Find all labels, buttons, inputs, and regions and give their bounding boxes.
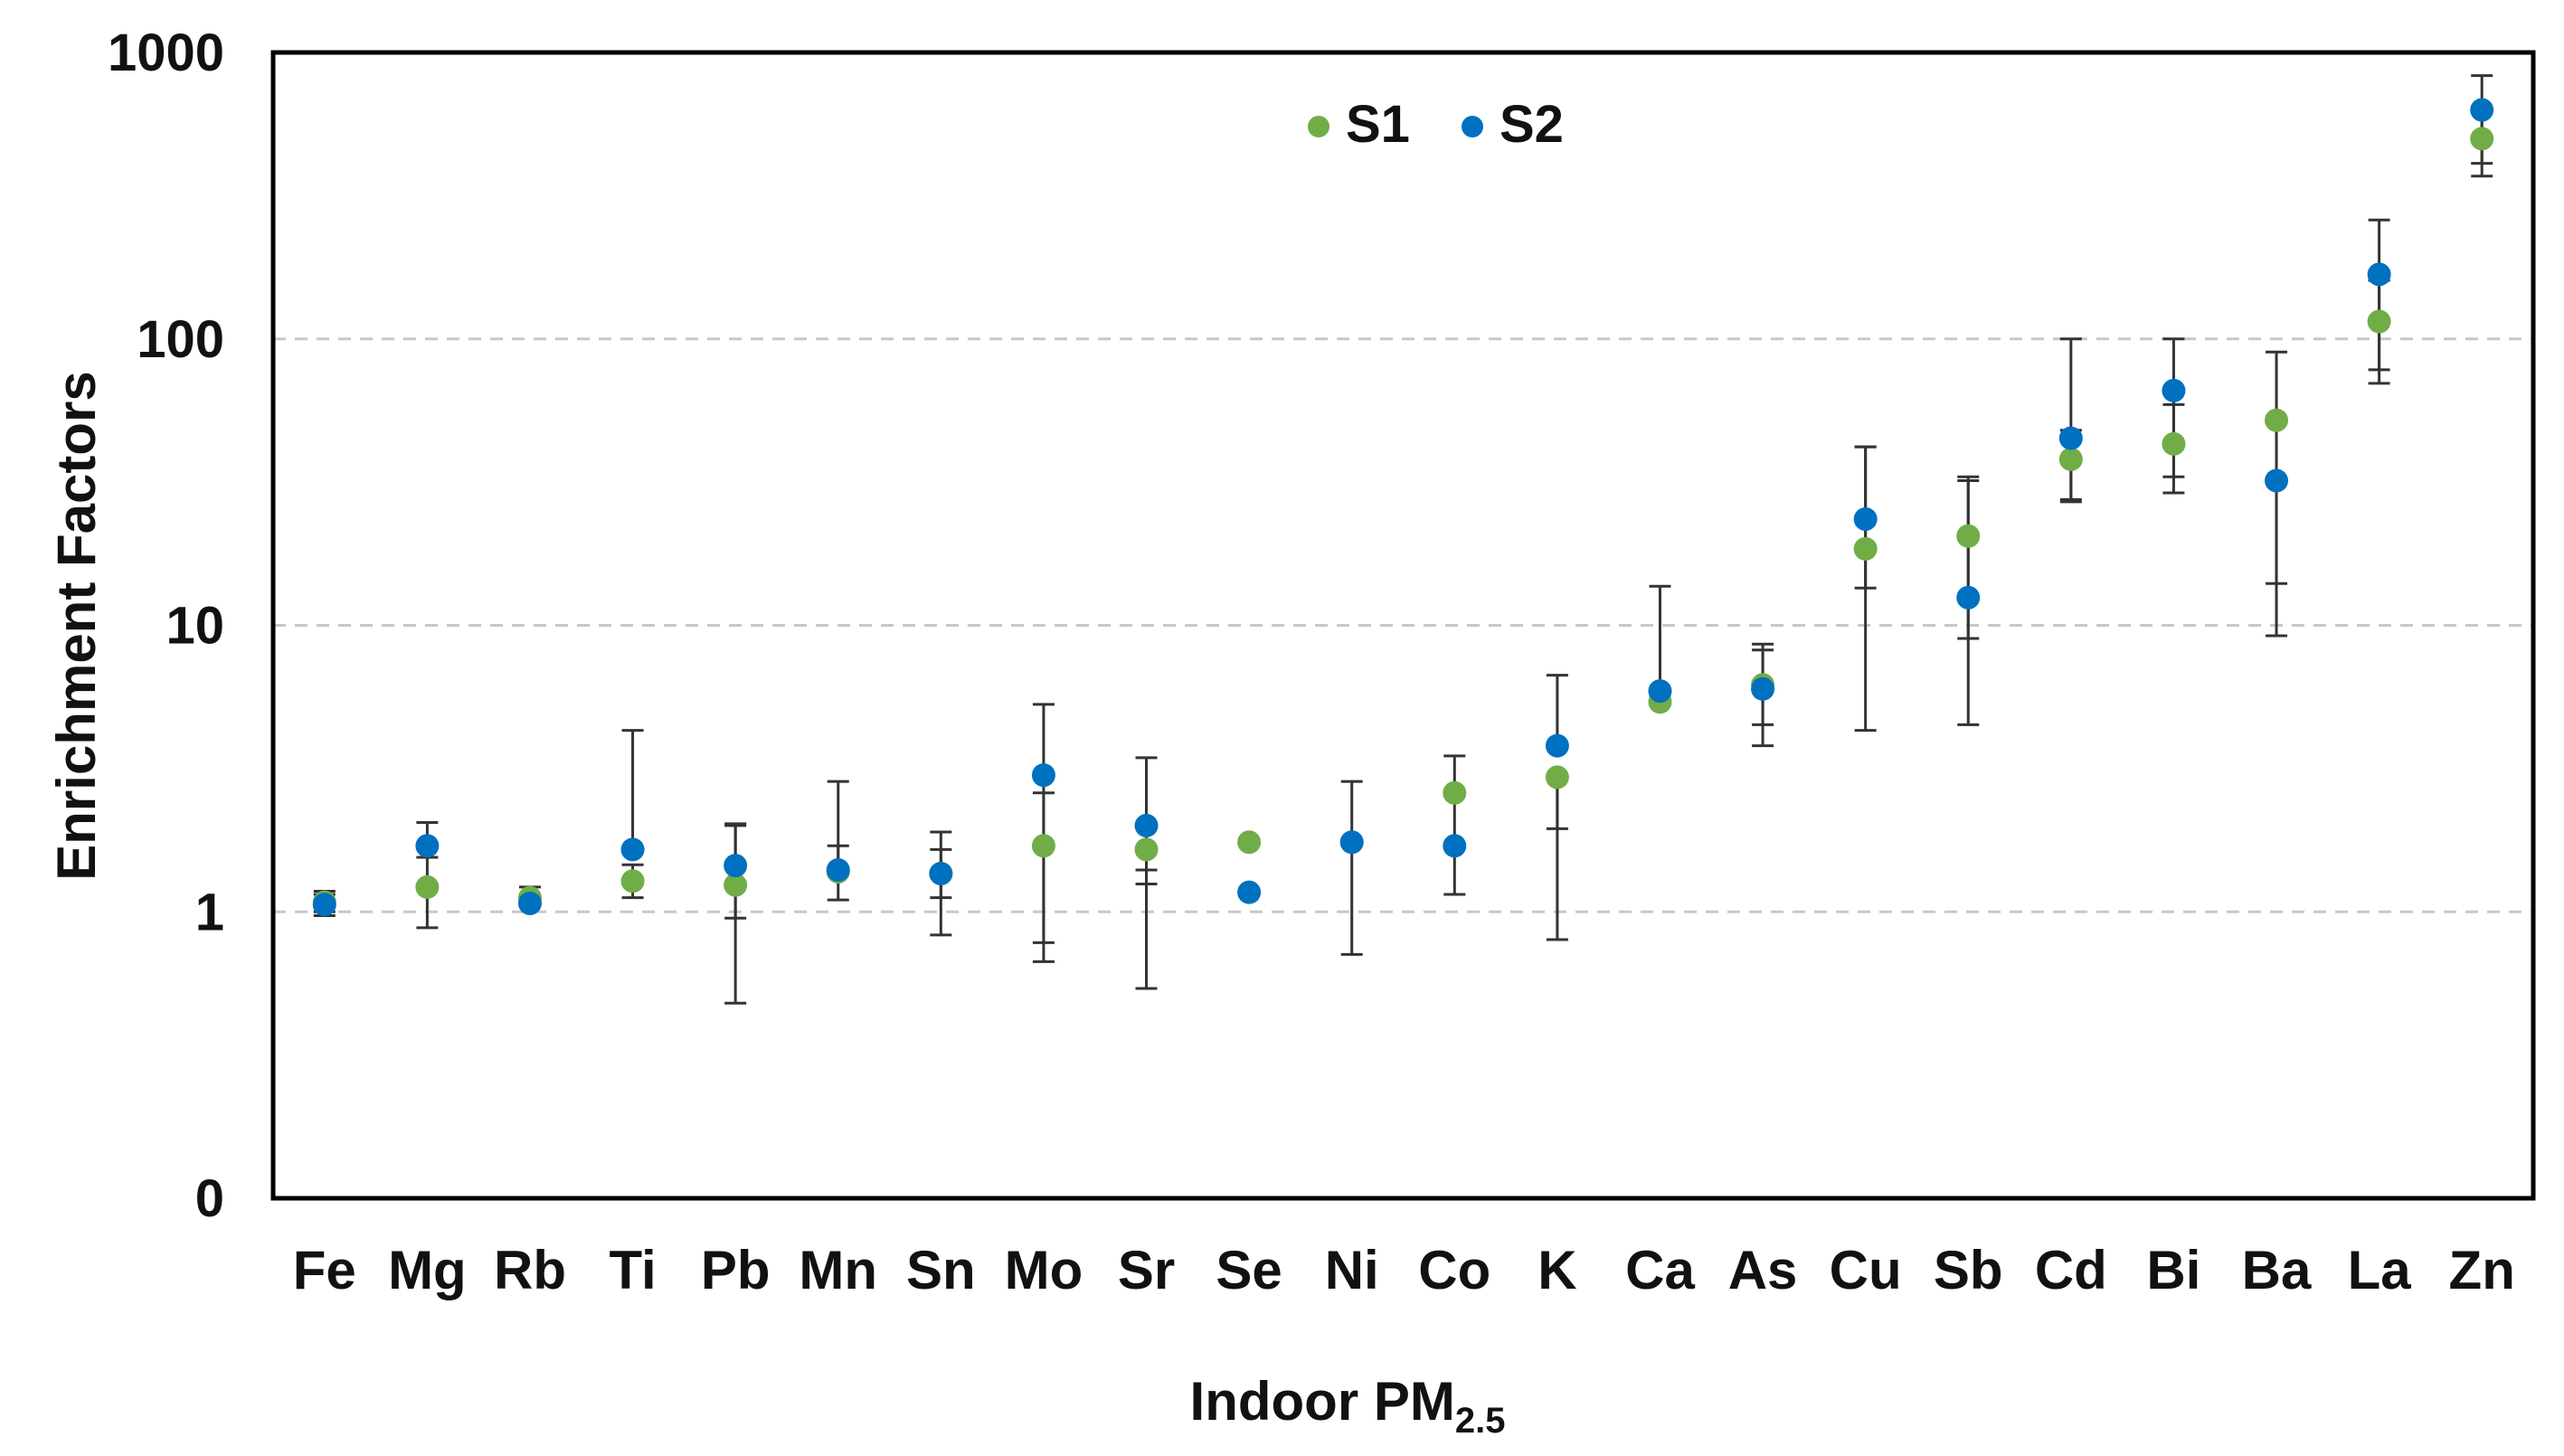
- y-tick-label: 100: [137, 310, 224, 369]
- x-tick-label: Sr: [1118, 1240, 1175, 1300]
- x-tick-label: Mo: [1005, 1240, 1083, 1300]
- gridlines: [273, 337, 2533, 913]
- point-s1-ba: [2265, 408, 2289, 432]
- x-axis-title-main: Indoor PM: [1190, 1371, 1455, 1432]
- y-axis-title: Enrichment Factors: [46, 371, 107, 880]
- point-s2-zn: [2470, 98, 2494, 122]
- x-tick-label: Ca: [1625, 1240, 1695, 1300]
- point-s1-pb: [724, 873, 748, 897]
- point-s2-ni: [1339, 830, 1364, 855]
- point-s2-sb: [1956, 585, 1981, 610]
- point-s1-se: [1237, 830, 1262, 855]
- x-tick-label: Se: [1216, 1240, 1282, 1300]
- x-tick-label: Ni: [1325, 1240, 1379, 1300]
- point-s1-la: [2367, 309, 2391, 334]
- x-axis-title-subscript: 2.5: [1455, 1401, 1506, 1441]
- x-tick-label: La: [2348, 1240, 2412, 1300]
- point-s1-mo: [1031, 834, 1055, 858]
- point-s1-bi: [2162, 431, 2186, 456]
- x-tick-label: Ba: [2242, 1240, 2312, 1300]
- x-tick-label: Bi: [2146, 1240, 2200, 1300]
- x-tick-label: Sb: [1934, 1240, 2003, 1300]
- point-s2-rb: [517, 891, 542, 915]
- point-s1-cd: [2058, 447, 2083, 471]
- x-category-labels: Fe Mg Rb Ti Pb Mn Sn Mo Sr Se Ni Co K Ca As Cu Sb Cd Bi Ba L…: [293, 1240, 2515, 1300]
- point-s2-la: [2367, 262, 2391, 287]
- x-tick-label: Co: [1418, 1240, 1490, 1300]
- error-bars: [313, 74, 2493, 1005]
- point-s2-cu: [1853, 506, 1878, 531]
- point-s1-zn: [2470, 127, 2494, 151]
- point-s2-cd: [2058, 426, 2083, 450]
- legend-label-s2: S2: [1500, 95, 1564, 154]
- point-s2-as: [1751, 676, 1775, 701]
- y-tick-label: 0: [195, 1169, 224, 1228]
- legend-marker-s1: [1308, 116, 1329, 137]
- point-s2-mg: [415, 834, 440, 858]
- point-s2-mn: [826, 857, 850, 882]
- point-s2-sr: [1134, 813, 1159, 837]
- x-tick-label: Zn: [2449, 1240, 2515, 1300]
- point-s2-mo: [1031, 763, 1055, 788]
- y-tick-label: 10: [166, 597, 224, 656]
- point-s1-sb: [1956, 524, 1981, 548]
- point-s1-ti: [620, 869, 645, 893]
- point-s2-k: [1545, 733, 1569, 758]
- point-s2-ba: [2265, 468, 2289, 493]
- y-tick-label: 1000: [108, 24, 224, 82]
- x-tick-label: Rb: [494, 1240, 566, 1300]
- x-tick-label: Sn: [906, 1240, 976, 1300]
- point-s2-fe: [312, 893, 336, 917]
- point-s1-k: [1545, 765, 1569, 789]
- legend: S1 S2: [1308, 95, 1564, 154]
- x-tick-label: As: [1728, 1240, 1798, 1300]
- x-tick-label: Ti: [609, 1240, 656, 1300]
- x-tick-label: Fe: [293, 1240, 356, 1300]
- x-tick-label: Mg: [388, 1240, 467, 1300]
- plot-area-frame: [270, 50, 2536, 1201]
- x-tick-label: Mn: [799, 1240, 877, 1300]
- x-tick-label: Cu: [1830, 1240, 1902, 1300]
- point-s2-bi: [2162, 378, 2186, 402]
- point-s2-ti: [620, 837, 645, 862]
- y-tick-label: 1: [195, 883, 224, 941]
- point-s2-sn: [929, 861, 953, 885]
- point-s2-co: [1443, 834, 1467, 858]
- x-tick-label: Cd: [2035, 1240, 2107, 1300]
- point-s1-co: [1443, 780, 1467, 805]
- point-s2-pb: [724, 854, 748, 878]
- point-s2-ca: [1648, 679, 1672, 704]
- x-axis-title: Indoor PM2.5: [1190, 1371, 1506, 1441]
- legend-label-s1: S1: [1346, 95, 1410, 154]
- point-s1-cu: [1853, 536, 1878, 561]
- x-tick-label: K: [1537, 1240, 1576, 1300]
- point-s2-se: [1237, 880, 1262, 904]
- x-tick-label: Pb: [701, 1240, 771, 1300]
- point-s1-sr: [1134, 837, 1159, 862]
- data-points: [312, 98, 2494, 917]
- point-s1-mg: [415, 875, 440, 899]
- legend-marker-s2: [1462, 116, 1483, 137]
